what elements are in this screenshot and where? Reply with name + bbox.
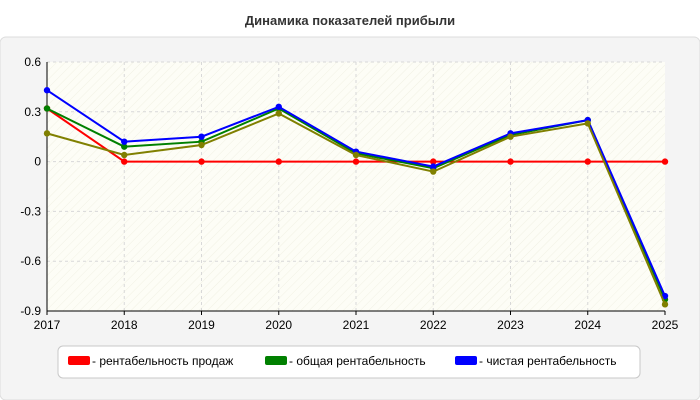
legend-box <box>57 345 641 379</box>
y-tick-label: 0.3 <box>24 105 41 119</box>
data-point <box>121 151 128 159</box>
y-tick-label: -0.9 <box>20 304 41 318</box>
x-tick-label: 2021 <box>343 318 370 332</box>
data-point <box>661 301 669 308</box>
series-4 <box>43 110 669 308</box>
data-point <box>275 158 282 165</box>
x-tick-label: 2019 <box>188 318 215 332</box>
data-point <box>661 292 669 300</box>
legend-swatch <box>265 356 287 365</box>
series-layer <box>43 87 669 308</box>
data-point <box>121 158 128 165</box>
data-point <box>275 110 282 117</box>
y-tick-label: -0.3 <box>20 204 41 218</box>
x-tick-label: 2022 <box>420 318 447 332</box>
chart-title: Динамика показателей прибыли <box>245 13 455 28</box>
data-point <box>584 158 591 165</box>
data-point <box>43 87 51 94</box>
x-tick-label: 2023 <box>497 318 524 332</box>
legend-label: - общая рентабельность <box>289 354 426 368</box>
data-point <box>352 158 360 165</box>
legend-swatch <box>455 356 477 365</box>
y-tick-label: 0 <box>34 155 41 169</box>
data-point <box>507 158 514 165</box>
data-point <box>352 151 360 159</box>
data-point <box>198 133 205 140</box>
y-tick-label: -0.6 <box>20 254 41 268</box>
data-point <box>584 120 591 127</box>
data-point <box>198 158 205 165</box>
legend-item: - рентабельность продаж <box>68 354 233 368</box>
x-tick-label: 2024 <box>574 318 601 332</box>
data-point <box>121 143 128 150</box>
y-tick-label: 0.6 <box>24 55 41 69</box>
x-tick-label: 2018 <box>111 318 138 332</box>
legend-item: - общая рентабельность <box>265 354 426 368</box>
data-point <box>661 158 669 165</box>
data-point <box>198 141 205 149</box>
data-point <box>43 105 51 112</box>
data-point <box>507 133 514 140</box>
data-point <box>121 138 128 145</box>
x-tick-label: 2020 <box>265 318 292 332</box>
data-point <box>43 130 51 137</box>
x-tick-label: 2025 <box>652 318 679 332</box>
legend-item: - чистая рентабельность <box>455 354 616 368</box>
legend-label: - чистая рентабельность <box>479 354 616 368</box>
data-point <box>430 158 437 165</box>
data-point <box>430 168 437 175</box>
legend-label: - рентабельность продаж <box>92 354 233 368</box>
plot-area <box>47 62 665 311</box>
data-point <box>430 163 437 170</box>
data-point <box>275 103 282 111</box>
legend-swatch <box>68 356 90 365</box>
legend: - рентабельность продаж - общая рентабель… <box>57 345 641 379</box>
x-tick-label: 2017 <box>34 318 61 332</box>
